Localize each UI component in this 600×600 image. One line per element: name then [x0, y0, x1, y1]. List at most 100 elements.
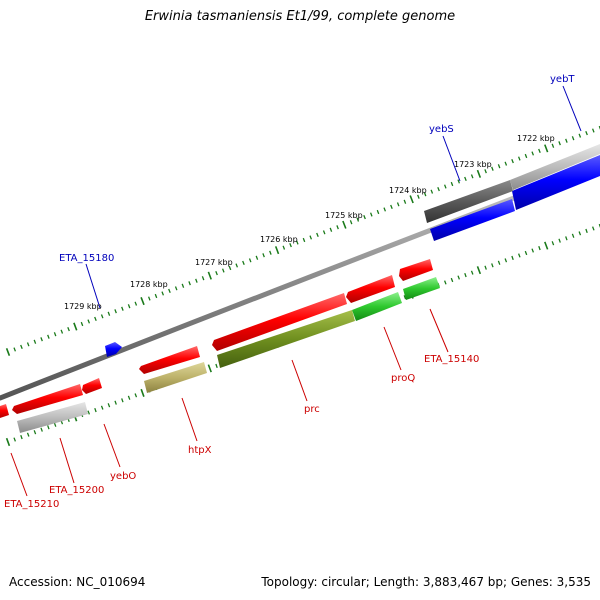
upper-tick	[363, 214, 366, 220]
upper-tick	[181, 283, 185, 288]
gene-label-ETA_15180[interactable]: ETA_15180	[59, 253, 114, 264]
gene-proQ-green-feature[interactable]	[352, 292, 402, 321]
scale-label-1724: 1724 kbp	[389, 186, 427, 195]
lower-tick	[207, 364, 212, 373]
upper-tick	[369, 212, 373, 217]
lower-tick	[578, 231, 582, 236]
gene-yebT-pseudo-feature[interactable]	[510, 144, 600, 190]
gene-htpX-feature[interactable]	[139, 346, 200, 374]
upper-tick	[571, 136, 575, 141]
lower-tick	[538, 245, 541, 251]
lower-tick	[33, 430, 37, 435]
upper-tick	[511, 158, 514, 164]
upper-tick	[262, 253, 265, 258]
upper-tick	[201, 276, 205, 281]
gene-ETA_15140-feature[interactable]	[399, 259, 433, 281]
upper-tick	[195, 278, 198, 283]
lower-tick	[26, 432, 30, 437]
leader-proQ	[383, 326, 402, 371]
gene-proQ-feature[interactable]	[346, 275, 395, 303]
lower-tick	[571, 233, 575, 238]
gene-htpX-khaki-feature[interactable]	[144, 362, 207, 393]
gene-label-htpX[interactable]: htpX	[188, 445, 212, 456]
lower-tick	[476, 266, 482, 275]
upper-tick	[121, 306, 124, 311]
upper-tick	[316, 232, 319, 238]
leader-prc	[291, 359, 308, 402]
gene-yebT-feature[interactable]	[512, 155, 600, 210]
gene-label-ETA_15140[interactable]: ETA_15140	[424, 354, 479, 365]
gene-label-proQ[interactable]: proQ	[391, 373, 415, 384]
label-leaders	[10, 85, 582, 497]
gene-prc-feature[interactable]	[212, 293, 347, 351]
upper-tick	[114, 309, 117, 314]
upper-tick	[127, 304, 131, 309]
upper-tick	[289, 242, 292, 248]
lower-tick	[531, 248, 535, 253]
lower-tick	[107, 403, 111, 408]
gene-ETA_15180-feature[interactable]	[105, 342, 122, 357]
gene-yebO-feature[interactable]	[82, 378, 102, 394]
gene-label-yebT[interactable]: yebT	[550, 74, 575, 85]
lower-tick	[524, 250, 528, 256]
upper-tick	[161, 291, 165, 296]
gene-label-ETA_15210[interactable]: ETA_15210	[4, 499, 59, 510]
upper-tick	[457, 179, 461, 184]
upper-tick	[154, 293, 158, 299]
upper-tick	[80, 321, 84, 327]
lower-tick	[511, 255, 514, 261]
upper-tick	[336, 225, 339, 230]
gene-yebS-feature[interactable]	[424, 180, 513, 223]
lower-tick	[585, 228, 588, 234]
upper-tick	[504, 161, 508, 166]
upper-tick	[565, 138, 568, 143]
gene-ETA_15210-feature[interactable]	[0, 404, 9, 418]
upper-tick	[396, 202, 400, 207]
upper-tick	[558, 141, 561, 146]
upper-tick	[531, 151, 535, 156]
upper-tick	[5, 348, 11, 356]
lower-tick	[94, 407, 97, 413]
upper-tick	[591, 128, 595, 133]
upper-tick	[390, 204, 393, 210]
gene-ETA_15200-grey-feature[interactable]	[17, 402, 88, 433]
upper-tick	[376, 209, 380, 215]
upper-tick	[403, 199, 407, 204]
upper-tick	[274, 246, 280, 255]
upper-tick	[215, 270, 218, 276]
scale-label-1727: 1727 kbp	[195, 258, 233, 267]
gene-ETA_15140-green-feature[interactable]	[403, 277, 440, 300]
upper-tick	[383, 207, 387, 212]
gene-prc-olive-feature[interactable]	[217, 310, 355, 368]
gene-label-ETA_15200[interactable]: ETA_15200	[49, 485, 104, 496]
upper-tick	[235, 263, 239, 268]
upper-tick	[409, 195, 414, 204]
lower-tick	[464, 272, 467, 278]
upper-tick	[538, 148, 541, 154]
upper-tick	[248, 258, 252, 263]
lower-tick	[558, 238, 561, 243]
lower-tick	[544, 241, 549, 250]
gene-label-prc[interactable]: prc	[304, 404, 320, 415]
lower-tick	[53, 422, 57, 427]
upper-tick	[437, 186, 440, 192]
lower-tick	[484, 265, 487, 270]
lower-tick	[565, 236, 568, 241]
gene-ETA_15200-feature[interactable]	[12, 384, 83, 414]
upper-tick	[20, 344, 23, 350]
leader-ETA_15180	[85, 263, 101, 309]
lower-tick	[114, 400, 117, 405]
gene-yebS-blue-feature[interactable]	[430, 199, 515, 241]
scale-label-1726: 1726 kbp	[260, 235, 298, 244]
scale-label-1723: 1723 kbp	[454, 160, 492, 169]
upper-tick	[26, 342, 30, 347]
upper-tick	[491, 166, 494, 171]
lower-tick	[403, 295, 407, 300]
gene-label-yebS[interactable]: yebS	[429, 124, 454, 135]
scale-label-1728: 1728 kbp	[130, 280, 168, 289]
upper-tick	[94, 316, 97, 322]
gene-label-yebO[interactable]: yebO	[110, 471, 136, 482]
upper-tick	[578, 133, 582, 138]
upper-tick	[73, 322, 78, 331]
